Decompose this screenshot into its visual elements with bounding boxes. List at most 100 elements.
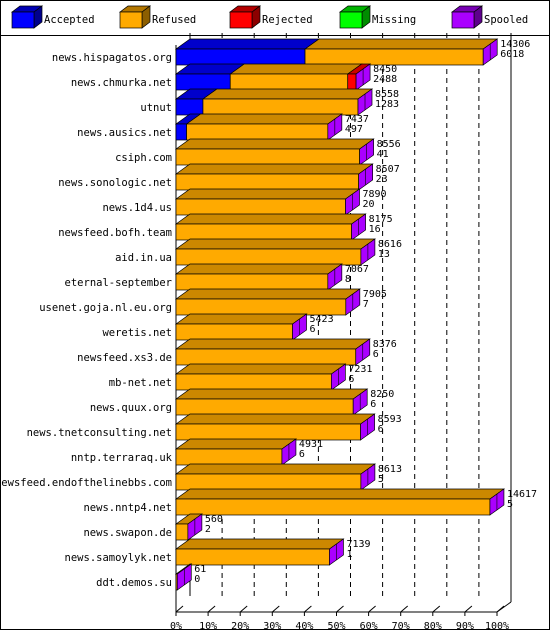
total-count-label: 8556 bbox=[377, 139, 401, 150]
x-tick bbox=[432, 605, 441, 613]
bar-segment-refused bbox=[175, 398, 354, 416]
accepted-count-label: 5 bbox=[378, 474, 384, 485]
legend-label: Rejected bbox=[262, 14, 313, 26]
total-count-label: 5423 bbox=[310, 314, 334, 325]
total-count-label: 8613 bbox=[378, 464, 402, 475]
bar-group bbox=[174, 263, 343, 291]
accepted-count-label: 13 bbox=[378, 249, 390, 260]
category-label: utnut bbox=[140, 102, 172, 114]
bar-segment-accepted bbox=[175, 123, 187, 141]
accepted-count-label: 20 bbox=[362, 199, 374, 210]
bar-top-refused bbox=[174, 438, 298, 450]
category-label: news.sonologic.net bbox=[58, 177, 172, 189]
bar-top-refused bbox=[303, 38, 499, 50]
total-count-label: 8450 bbox=[373, 64, 397, 75]
category-label: news.hispagatos.org bbox=[52, 52, 172, 64]
bar-group bbox=[174, 113, 343, 141]
bar-group bbox=[174, 488, 506, 516]
bar-top-refused bbox=[174, 288, 361, 300]
category-label: csiph.com bbox=[115, 152, 172, 164]
accepted-count-label: 1283 bbox=[375, 99, 399, 110]
legend-item-rejected: Rejected bbox=[228, 5, 313, 29]
bar-top-refused bbox=[174, 338, 371, 350]
total-count-label: 7437 bbox=[345, 114, 369, 125]
category-label: news.quux.org bbox=[90, 402, 172, 414]
total-count-label: 8175 bbox=[369, 214, 393, 225]
bar-segment-refused bbox=[175, 323, 293, 341]
bar-top-refused bbox=[229, 63, 363, 75]
x-tick-label: 100% bbox=[485, 621, 509, 630]
total-count-label: 7905 bbox=[363, 289, 387, 300]
total-count-label: 8376 bbox=[373, 339, 397, 350]
accepted-count-label: 0 bbox=[194, 574, 200, 585]
bar-group bbox=[174, 138, 375, 166]
total-count-label: 560 bbox=[205, 514, 223, 525]
bar-segment-refused bbox=[175, 173, 359, 191]
bar-segment-refused bbox=[175, 198, 346, 216]
total-count-label: 8558 bbox=[375, 89, 399, 100]
bar-segment-refused bbox=[175, 448, 283, 466]
bar-segment-refused bbox=[175, 473, 362, 491]
bar-group bbox=[174, 563, 193, 591]
bar-segment-accepted bbox=[175, 48, 306, 66]
category-label: news.ausics.net bbox=[77, 127, 172, 139]
category-label: newsfeed.endofthelinebbs.com bbox=[0, 477, 172, 489]
bar-segment-refused bbox=[175, 148, 360, 166]
bar-group bbox=[174, 163, 374, 191]
bar-segment-refused bbox=[175, 423, 361, 441]
bar-segment-rejected bbox=[347, 73, 357, 91]
category-label: newsfeed.bofh.team bbox=[58, 227, 172, 239]
accepted-count-label: 6 bbox=[299, 449, 305, 460]
total-count-label: 7067 bbox=[345, 264, 369, 275]
bar-group bbox=[174, 513, 203, 541]
x-tick bbox=[336, 605, 344, 613]
x-tick-label: 40% bbox=[295, 621, 313, 630]
x-tick-label: 70% bbox=[392, 621, 410, 630]
bar-group bbox=[174, 363, 347, 391]
bar-segment-refused bbox=[175, 523, 189, 541]
bar-segment-accepted bbox=[175, 73, 231, 91]
bar-group bbox=[174, 63, 372, 91]
x-tick-label: 60% bbox=[360, 621, 378, 630]
bar-top-refused bbox=[185, 113, 343, 125]
total-count-label: 8593 bbox=[378, 414, 402, 425]
total-count-label: 7890 bbox=[362, 189, 386, 200]
bar-top-refused bbox=[201, 88, 374, 100]
total-count-label: 61 bbox=[194, 564, 206, 575]
bar-segment-refused bbox=[202, 98, 359, 116]
total-count-label: 14617 bbox=[507, 489, 537, 500]
legend-swatch bbox=[339, 11, 363, 29]
x-tick-label: 80% bbox=[424, 621, 442, 630]
total-count-label: 8616 bbox=[378, 239, 402, 250]
category-label: mb-net.net bbox=[109, 377, 172, 389]
x-tick-label: 10% bbox=[199, 621, 217, 630]
legend-label: Missing bbox=[372, 14, 416, 26]
bar-top-refused bbox=[174, 188, 361, 200]
bar-top-refused bbox=[174, 413, 376, 425]
bar-group bbox=[174, 288, 361, 316]
bar-group bbox=[174, 88, 374, 116]
bar-group bbox=[174, 413, 376, 441]
accepted-count-label: 8 bbox=[345, 274, 351, 285]
total-count-label: 7139 bbox=[346, 539, 370, 550]
bar-group bbox=[174, 38, 499, 66]
bar-group bbox=[174, 388, 369, 416]
total-count-label: 14306 bbox=[500, 39, 530, 50]
legend-swatch bbox=[451, 11, 475, 29]
bar-segment-refused bbox=[175, 298, 347, 316]
bar-segment-refused bbox=[175, 348, 357, 366]
bar-top-refused bbox=[174, 313, 308, 325]
category-label: news.1d4.us bbox=[102, 202, 172, 214]
bar-segment-refused bbox=[186, 123, 329, 141]
accepted-count-label: 23 bbox=[376, 174, 388, 185]
legend-label: Spooled bbox=[484, 14, 528, 26]
category-label: ddt.demos.su bbox=[96, 577, 172, 589]
accepted-count-label: 6 bbox=[348, 374, 354, 385]
category-label: news.swapon.de bbox=[83, 527, 172, 539]
accepted-count-label: 1 bbox=[346, 549, 352, 560]
category-label: nntp.terraraq.uk bbox=[71, 452, 173, 464]
legend-swatch bbox=[11, 11, 35, 29]
category-label: news.samoylyk.net bbox=[65, 552, 172, 564]
